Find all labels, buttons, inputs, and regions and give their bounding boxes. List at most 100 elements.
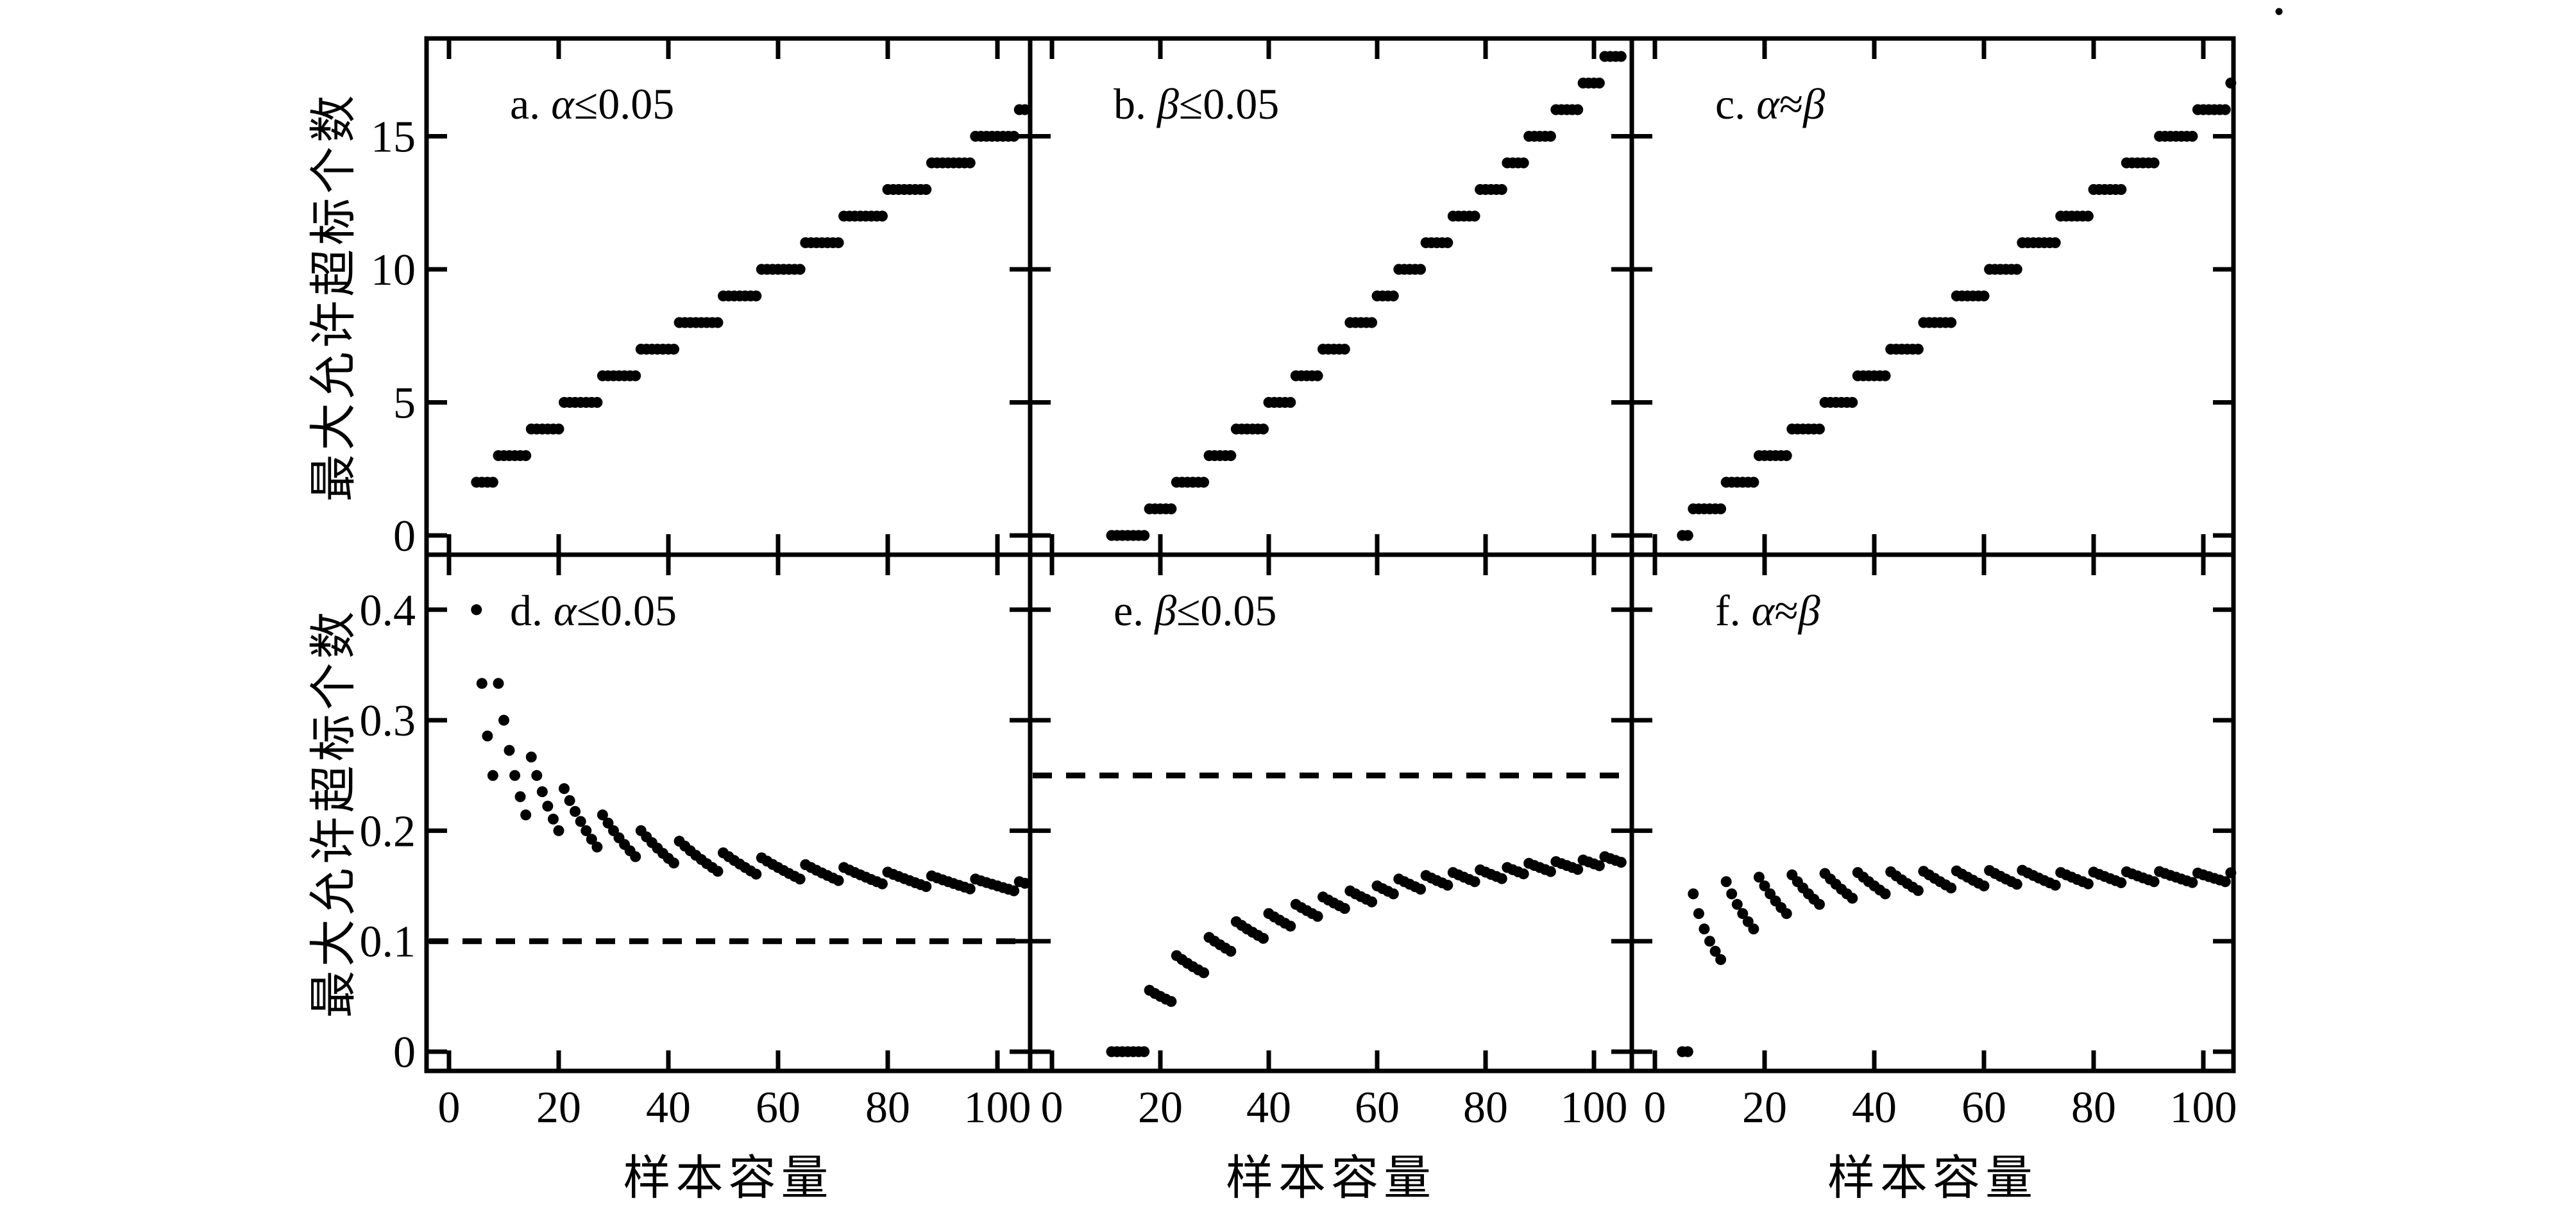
- data-point: [531, 770, 543, 781]
- y-tick-label-top: 15: [371, 113, 416, 162]
- data-point: [1748, 923, 1759, 935]
- x-tick-label: 80: [2071, 1083, 2116, 1132]
- x-tick-label: 20: [1742, 1083, 1787, 1132]
- panel-grid: [424, 36, 2236, 1073]
- data-point: [553, 423, 564, 435]
- y-tick-label-bottom: 0.3: [360, 696, 416, 746]
- data-point: [1615, 51, 1627, 62]
- data-point: [1496, 184, 1507, 195]
- data-point: [591, 841, 603, 853]
- data-point: [877, 878, 888, 889]
- panel-d: d. α≤0.05: [429, 586, 1031, 945]
- x-tick-label: 100: [1561, 1083, 1628, 1132]
- data-point: [1737, 908, 1749, 920]
- x-axis-label: 样本容量: [1827, 1152, 2038, 1205]
- data-point: [487, 476, 498, 488]
- y-tick-label-top: 10: [371, 246, 416, 295]
- data-point: [1688, 888, 1699, 900]
- data-point: [1945, 882, 1957, 894]
- data-point: [482, 730, 493, 742]
- data-point: [1008, 885, 1020, 896]
- data-point: [575, 816, 586, 827]
- data-point: [1726, 888, 1738, 900]
- data-point: [509, 770, 521, 781]
- data-point: [1387, 888, 1399, 900]
- x-tick-label: 60: [756, 1083, 801, 1132]
- data-point: [553, 825, 564, 836]
- data-point: [471, 604, 482, 616]
- data-point: [1165, 503, 1177, 514]
- data-point: [668, 344, 679, 355]
- data-point: [794, 264, 806, 275]
- data-point: [964, 883, 976, 895]
- data-point: [498, 714, 509, 726]
- data-point: [1814, 423, 1825, 435]
- data-point: [564, 795, 575, 806]
- data-point: [1699, 923, 1710, 935]
- data-point: [2115, 877, 2127, 888]
- data-point: [1704, 936, 1715, 947]
- data-point: [1912, 344, 1924, 355]
- y-tick-label-bottom: 0.4: [360, 586, 416, 635]
- data-point: [487, 770, 498, 781]
- x-tick-label: 20: [536, 1083, 581, 1132]
- data-point: [1912, 885, 1924, 896]
- data-point: [1814, 898, 1825, 910]
- axis-ticks: [427, 38, 2233, 1071]
- data-point: [1545, 131, 1556, 142]
- data-point: [1879, 370, 1891, 382]
- panel-c: c. α≈β: [1677, 78, 2237, 541]
- data-point: [1225, 945, 1237, 957]
- x-tick-label: 40: [1246, 1083, 1291, 1132]
- data-point: [1731, 898, 1743, 910]
- data-point: [1415, 884, 1427, 895]
- data-point: [964, 157, 976, 169]
- panel-title-e: e. β≤0.05: [1114, 586, 1276, 635]
- data-point: [548, 813, 559, 825]
- x-tick-label: 80: [865, 1083, 910, 1132]
- stray-mark: [2275, 8, 2283, 15]
- data-point: [794, 873, 806, 885]
- x-tick-label: 60: [1355, 1083, 1400, 1132]
- y-tick-label-bottom: 0: [393, 1028, 416, 1077]
- data-point: [536, 786, 548, 798]
- data-point: [520, 450, 532, 461]
- data-point: [1781, 450, 1792, 461]
- data-point: [1019, 104, 1031, 115]
- data-point: [586, 834, 597, 845]
- data-point: [2225, 78, 2237, 88]
- y-tick-label-bottom: 0.1: [360, 918, 416, 967]
- data-point: [1198, 476, 1210, 488]
- data-point: [833, 237, 844, 248]
- x-tick-label: 0: [1041, 1083, 1063, 1132]
- data-point: [1847, 893, 1858, 904]
- data-point: [833, 875, 844, 886]
- data-point: [2187, 131, 2198, 142]
- panel-a: a. α≤0.05: [471, 80, 1031, 488]
- data-point: [1225, 450, 1237, 461]
- data-point: [1442, 879, 1453, 891]
- data-point: [1720, 876, 1732, 888]
- data-point: [570, 805, 581, 817]
- y-tick-label-top: 5: [393, 379, 416, 428]
- panel-c-data: [1677, 78, 2237, 541]
- x-axis-label: 样本容量: [623, 1152, 834, 1205]
- panel-b-data: [1106, 51, 1627, 541]
- data-point: [2225, 867, 2237, 879]
- x-tick-label: 40: [1852, 1083, 1897, 1132]
- data-point: [1312, 911, 1323, 922]
- data-point: [1442, 237, 1453, 248]
- data-point: [1469, 876, 1480, 888]
- x-tick-label: 100: [964, 1083, 1031, 1132]
- data-point: [2049, 879, 2061, 891]
- panel-title-a: a. α≤0.05: [510, 80, 674, 128]
- data-point: [1518, 157, 1529, 169]
- x-tick-label: 0: [1644, 1083, 1666, 1132]
- data-point: [520, 809, 532, 821]
- data-point: [493, 678, 504, 689]
- data-point: [1847, 397, 1858, 408]
- data-point: [525, 752, 537, 762]
- x-axis-label: 样本容量: [1226, 1152, 1436, 1205]
- data-point: [514, 791, 526, 802]
